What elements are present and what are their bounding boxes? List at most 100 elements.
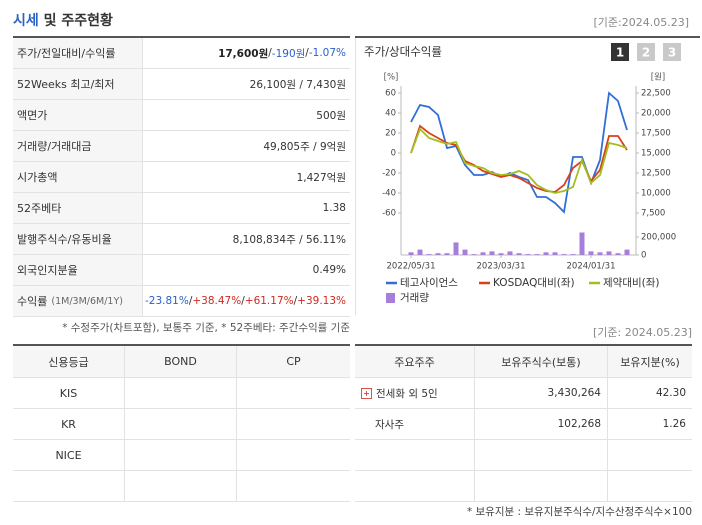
volume-bar bbox=[552, 252, 558, 255]
table-cell bbox=[125, 471, 237, 502]
row-value: 8,108,834주 / 56.11% bbox=[143, 224, 350, 255]
volume-bar bbox=[444, 253, 450, 255]
cell-text: 자사주 bbox=[375, 418, 404, 431]
expand-icon[interactable] bbox=[361, 387, 372, 399]
legend-swatch bbox=[386, 293, 395, 303]
label-text: 시가총액 bbox=[17, 171, 58, 184]
row-label: 수익률 (1M/3M/6M/1Y) bbox=[13, 286, 143, 317]
volume-bar bbox=[543, 252, 549, 255]
table-cell bbox=[475, 440, 608, 471]
volume-bar bbox=[624, 249, 630, 255]
volume-bar bbox=[426, 254, 432, 255]
table-cell bbox=[608, 471, 692, 502]
label-text: 52Weeks 최고/최저 bbox=[17, 78, 115, 91]
header-cell: 보유지분(%) bbox=[608, 346, 692, 378]
value-part: 8,108,834주 / 56.11% bbox=[232, 233, 346, 246]
value-part: 49,805주 / 9억원 bbox=[263, 140, 346, 153]
volume-bar bbox=[534, 254, 540, 255]
value-part: -190원 bbox=[271, 47, 306, 60]
chart: 주가/상대수익률 1 2 3 [%] [원] 60 40 20 0 -20 -40 -60 22,500 2… bbox=[355, 38, 681, 315]
label-text: 주가/전일대비/수익률 bbox=[17, 47, 116, 60]
value-part: 17,600원 bbox=[218, 47, 269, 60]
tab[interactable] bbox=[611, 43, 629, 61]
volume-bar bbox=[615, 253, 621, 255]
row-label: 52Weeks 최고/최저 bbox=[13, 69, 143, 100]
table-cell: 102,268 bbox=[475, 409, 608, 440]
y-tick-label: 60 bbox=[385, 89, 396, 99]
header-cell: BOND bbox=[125, 346, 237, 378]
table-cell bbox=[125, 409, 237, 440]
rule bbox=[355, 36, 700, 38]
tab-label: 3 bbox=[668, 46, 676, 60]
cell-text: 3,430,264 bbox=[547, 387, 601, 399]
table-cell bbox=[355, 471, 475, 502]
header-text: 신용등급 bbox=[48, 355, 89, 369]
row-label: 발행주식수/유동비율 bbox=[13, 224, 143, 255]
cell-text: NICE bbox=[55, 448, 82, 462]
tab[interactable] bbox=[663, 43, 681, 61]
legend-label: KOSDAQ대비(좌) bbox=[493, 277, 575, 289]
cell-text: 1.26 bbox=[662, 418, 686, 430]
table-cell bbox=[475, 471, 608, 502]
table-cell: 전세화 외 5인 bbox=[355, 378, 475, 409]
table-cell bbox=[237, 378, 350, 409]
title-part: 및 주주현황 bbox=[43, 13, 113, 29]
header-cell: 보유주식수(보통) bbox=[475, 346, 608, 378]
label-text: 외국인지분율 bbox=[17, 264, 78, 277]
cell-text: 전세화 외 5인 bbox=[376, 387, 438, 400]
legend-label: 테고사이언스 bbox=[400, 277, 458, 289]
table-cell bbox=[13, 471, 125, 502]
value-part: 500원 bbox=[316, 109, 346, 122]
value-part: / bbox=[188, 295, 193, 307]
y-tick-label: 0 bbox=[391, 149, 396, 159]
chart-title: 주가/상대수익률 bbox=[364, 45, 442, 59]
row-value: -23.81% / +38.47% / +61.17% / +39.13% bbox=[143, 286, 350, 317]
table-cell: KIS bbox=[13, 378, 125, 409]
value-part: +38.47% bbox=[192, 295, 242, 307]
credit-table: 신용등급 BOND CP KIS KR NICE bbox=[13, 344, 350, 502]
table-cell bbox=[125, 440, 237, 471]
volume-bar bbox=[597, 252, 603, 255]
y3-tick-label: 0 bbox=[641, 251, 646, 261]
value-part: / bbox=[241, 295, 245, 307]
x-tick-label: 2023/03/31 bbox=[477, 262, 526, 272]
value-part: / bbox=[305, 47, 309, 59]
label-text: 52주베타 bbox=[17, 202, 62, 215]
y-tick-label: -40 bbox=[382, 189, 396, 199]
value-part: 1,427억원 bbox=[296, 171, 346, 184]
volume-bar bbox=[507, 251, 513, 255]
row-label: 시가총액 bbox=[13, 162, 143, 193]
row-value: 49,805주 / 9억원 bbox=[143, 131, 350, 162]
header-cell: CP bbox=[237, 346, 350, 378]
table-cell: 3,430,264 bbox=[475, 378, 608, 409]
volume-bar bbox=[489, 251, 495, 255]
row-value: 1.38 bbox=[143, 193, 350, 224]
header-text: BOND bbox=[164, 355, 197, 368]
table-cell bbox=[237, 471, 350, 502]
header-text: 주요주주 bbox=[394, 355, 435, 369]
base-date: [기준: 2024.05.23] bbox=[592, 326, 692, 339]
y-tick-label: -60 bbox=[382, 209, 396, 219]
tab[interactable] bbox=[637, 43, 655, 61]
table-cell: KR bbox=[13, 409, 125, 440]
title-part: 시세 bbox=[13, 13, 39, 29]
label-sub: (1M/3M/6M/1Y) bbox=[51, 295, 123, 307]
label-text: 액면가 bbox=[17, 109, 48, 122]
volume-bar bbox=[570, 254, 576, 255]
market-note: * 수정주가(차트포함), 보통주 기준, * 52주베타: 주간수익률 기준 bbox=[62, 322, 350, 334]
cell-text: KIS bbox=[59, 386, 78, 400]
y-tick-label: 40 bbox=[385, 109, 396, 119]
y2-tick-label: 22,500 bbox=[641, 89, 671, 99]
volume-bar bbox=[417, 249, 423, 255]
row-label: 주가/전일대비/수익률 bbox=[13, 38, 143, 69]
y2-tick-label: 10,000 bbox=[641, 189, 671, 199]
volume-bar bbox=[516, 253, 522, 255]
label-text: 수익률 bbox=[17, 295, 48, 308]
header-text: 보유지분(%) bbox=[620, 355, 680, 369]
y2-tick-label: 20,000 bbox=[641, 109, 671, 119]
y2-tick-label: 12,500 bbox=[641, 169, 671, 179]
market-table: 주가/전일대비/수익률 17,600원 / -190원 / -1.07% 52Wee… bbox=[13, 38, 350, 318]
value-part: +39.13% bbox=[297, 295, 346, 307]
row-value: 26,100원 / 7,430원 bbox=[143, 69, 350, 100]
